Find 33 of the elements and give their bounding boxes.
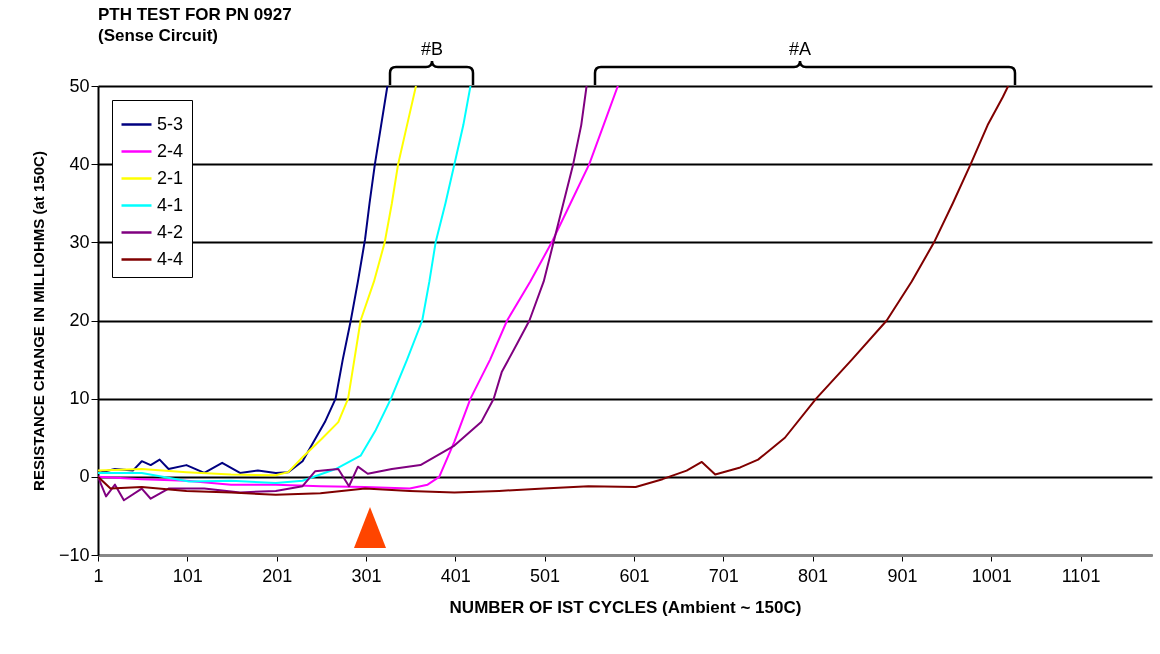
text: #A xyxy=(788,39,812,59)
y-tick-label: −10 xyxy=(58,544,90,565)
y-tick-label: 0 xyxy=(79,466,90,487)
y-tick-label: 30 xyxy=(69,231,90,252)
legend-label: 4-1 xyxy=(157,194,184,215)
x-tick-label: 901 xyxy=(887,565,918,586)
x-tick-label: 1 xyxy=(93,565,104,586)
text: #B xyxy=(420,39,444,59)
y-tick-label: 50 xyxy=(69,75,90,96)
y-tick-label: 40 xyxy=(69,153,90,174)
x-axis-title: NUMBER OF IST CYCLES (Ambient ~ 150C) xyxy=(449,597,802,617)
x-tick-label: 201 xyxy=(262,565,293,586)
line-series xyxy=(98,86,472,485)
legend-label: 2-1 xyxy=(157,167,184,188)
legend-label: 4-2 xyxy=(157,221,184,242)
x-tick-label: 601 xyxy=(619,565,650,586)
x-tick-label: 801 xyxy=(798,565,829,586)
y-tick-label: 20 xyxy=(69,310,90,330)
y-tick-label: 10 xyxy=(69,388,90,409)
x-tick-label: 301 xyxy=(351,565,382,586)
legend-label: 5-3 xyxy=(157,113,184,134)
chart-title: PTH TEST FOR PN 0927 xyxy=(98,5,292,24)
legend-label: 4-4 xyxy=(157,248,184,269)
x-tick-label: 501 xyxy=(530,565,561,586)
y-axis-title: RESISTANCE CHANGE IN MILLIOHMS (at 150C) xyxy=(29,151,47,491)
x-tick-label: 401 xyxy=(440,565,471,586)
legend-label: 2-4 xyxy=(157,140,184,161)
x-tick-label: 1101 xyxy=(1061,565,1101,586)
x-tick-label: 101 xyxy=(172,565,203,586)
x-tick-label: 701 xyxy=(708,565,739,586)
x-tick-label: 1001 xyxy=(971,565,1012,586)
chart-subtitle: (Sense Circuit) xyxy=(98,26,218,45)
line-series xyxy=(98,86,1010,496)
